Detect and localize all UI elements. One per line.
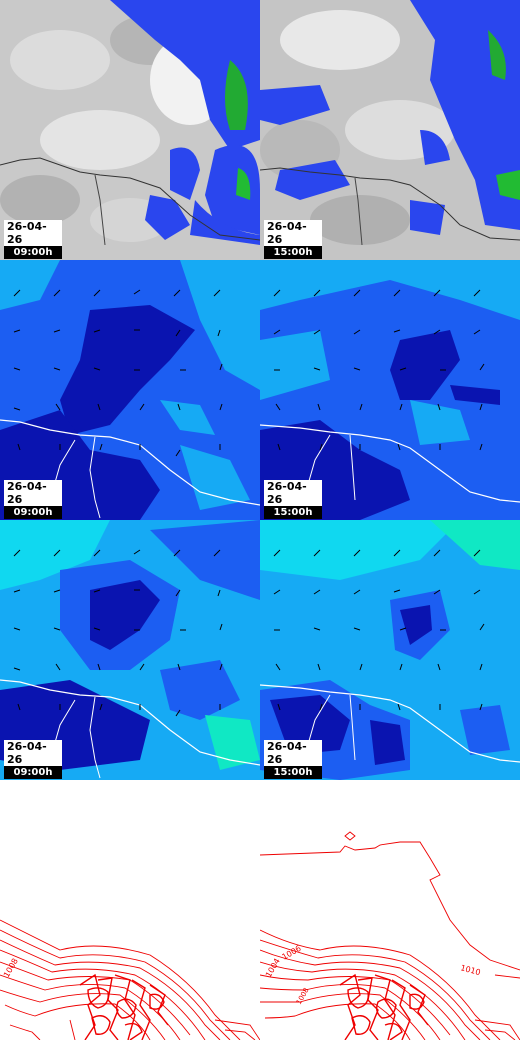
date-label: 26-04-26 <box>4 740 62 766</box>
timestamp-label: 26-04-26 15:00h <box>264 740 322 779</box>
timestamp-label: 26-04-26 15:00h <box>264 220 322 259</box>
time-label: 09:00h <box>4 246 62 259</box>
time-label: 09:00h <box>4 506 62 519</box>
cloud-map-1500: 26-04-26 15:00h <box>260 0 520 260</box>
isobar-label: 1004 <box>264 957 282 979</box>
wind-map-a-0900: 26-04-26 09:00h <box>0 260 260 520</box>
date-label: 26-04-26 <box>264 480 322 506</box>
isobar-label: 1006 <box>281 944 303 962</box>
timestamp-label: 26-04-26 09:00h <box>4 480 62 519</box>
time-label: 15:00h <box>264 246 322 259</box>
timestamp-label: 26-04-26 09:00h <box>4 740 62 779</box>
isobar-label: 1008 <box>295 987 311 1006</box>
wind-map-b-1500: 26-04-26 15:00h <box>260 520 520 780</box>
time-label: 09:00h <box>4 766 62 779</box>
wind-map-a-1500: 26-04-26 15:00h <box>260 260 520 520</box>
isobar-map-right: 1004 1006 1010 1008 <box>260 780 520 1040</box>
cloud-map-0900: 26-04-26 09:00h <box>0 0 260 260</box>
time-label: 15:00h <box>264 766 322 779</box>
time-label: 15:00h <box>264 506 322 519</box>
timestamp-label: 26-04-26 09:00h <box>4 220 62 259</box>
isobar-map-left: 1008 <box>0 780 260 1040</box>
isobar-label: 1010 <box>459 963 481 977</box>
date-label: 26-04-26 <box>4 220 62 246</box>
date-label: 26-04-26 <box>4 480 62 506</box>
timestamp-label: 26-04-26 15:00h <box>264 480 322 519</box>
date-label: 26-04-26 <box>264 740 322 766</box>
wind-map-b-0900: 26-04-26 09:00h <box>0 520 260 780</box>
date-label: 26-04-26 <box>264 220 322 246</box>
